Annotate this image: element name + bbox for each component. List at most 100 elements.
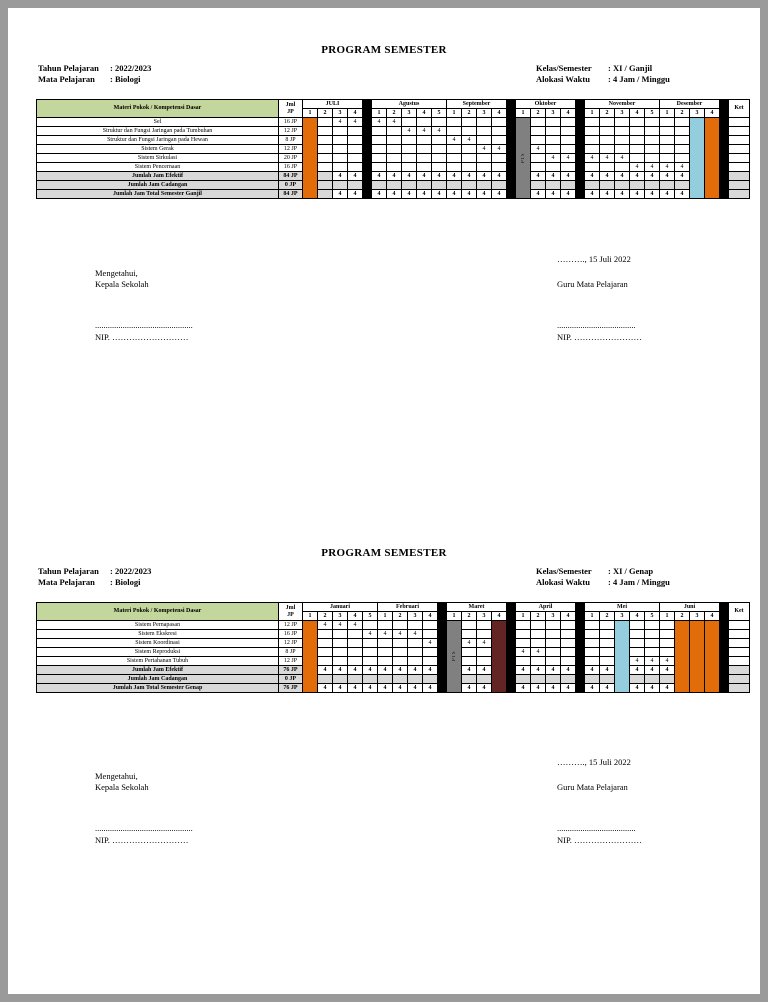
week-cell: 4 <box>347 665 363 675</box>
week-cell <box>545 620 561 630</box>
week-cell <box>629 674 645 684</box>
week-cell <box>530 620 546 630</box>
week-cell <box>422 647 438 657</box>
week-cell: 4 <box>347 171 363 181</box>
week-cell: 4 <box>545 171 561 181</box>
week-cell: 4 <box>416 189 432 199</box>
week-cell <box>422 629 438 639</box>
week-cell <box>332 162 348 172</box>
jml-jp-cell: 0 JP <box>278 180 303 190</box>
week-cell <box>599 656 615 666</box>
week-number-header: 2 <box>392 611 408 621</box>
week-cell: 4 <box>584 153 600 163</box>
topic-row: Struktur dan Fungsi Jaringan pada Tumbuh… <box>36 126 750 136</box>
week-cell: 4 <box>515 665 531 675</box>
week-cell <box>545 656 561 666</box>
week-cell: 4 <box>530 683 546 693</box>
separator-column <box>575 602 585 621</box>
jml-jp-cell: 76 JP <box>278 683 303 693</box>
info-label-mapel: Mata Pelajaran <box>38 577 95 587</box>
week-number-header: 4 <box>347 108 363 118</box>
semester-exam-week-column <box>689 117 705 199</box>
week-cell <box>584 135 600 145</box>
week-cell: 4 <box>530 665 546 675</box>
week-cell: 4 <box>377 629 393 639</box>
week-cell: 4 <box>431 189 447 199</box>
week-cell <box>629 638 645 648</box>
week-number-header: 1 <box>371 108 387 118</box>
kepala-sekolah-label: Kepala Sekolah <box>95 782 149 792</box>
holiday-week-column <box>674 620 690 693</box>
materi-cell: Jumlah Jam Total Semester Ganjil <box>36 189 279 199</box>
week-cell: 4 <box>560 683 576 693</box>
week-cell <box>476 647 492 657</box>
week-cell <box>644 638 660 648</box>
week-cell <box>386 135 402 145</box>
week-cell <box>392 656 408 666</box>
week-cell <box>560 647 576 657</box>
week-cell <box>515 638 531 648</box>
jml-jp-cell: 20 JP <box>278 153 303 163</box>
week-cell <box>317 189 333 199</box>
week-cell: 4 <box>476 665 492 675</box>
week-cell: 4 <box>644 162 660 172</box>
week-cell: 4 <box>407 665 423 675</box>
week-cell <box>407 656 423 666</box>
week-cell: 4 <box>659 683 675 693</box>
week-cell <box>530 674 546 684</box>
guru-mata-pelajaran-label: Guru Mata Pelajaran <box>557 279 628 289</box>
topic-row: Sistem Sirkulasi 20 JP 4 4 4 4 4 <box>36 153 750 163</box>
week-number-header: 1 <box>446 611 462 621</box>
week-cell <box>347 629 363 639</box>
jml-jp-header: Jml JP <box>278 99 303 118</box>
week-cell <box>515 674 531 684</box>
week-cell <box>674 126 690 136</box>
week-cell <box>317 126 333 136</box>
week-cell <box>317 629 333 639</box>
week-cell <box>674 153 690 163</box>
week-cell: 4 <box>392 683 408 693</box>
week-cell <box>476 162 492 172</box>
week-cell <box>491 126 507 136</box>
week-number-header: 2 <box>674 611 690 621</box>
section-semester-genap: PROGRAM SEMESTER Tahun Pelajaran: 2022/2… <box>8 547 760 857</box>
week-cell <box>407 674 423 684</box>
week-cell: 4 <box>644 683 660 693</box>
week-cell <box>332 144 348 154</box>
week-number-header: 4 <box>491 611 507 621</box>
week-cell: 4 <box>401 126 417 136</box>
week-cell <box>644 620 660 630</box>
week-cell: 4 <box>347 189 363 199</box>
week-number-header: 3 <box>401 108 417 118</box>
week-cell <box>431 135 447 145</box>
topic-row: Sistem Pencernaan 16 JP 4 4 4 4 <box>36 162 750 172</box>
week-cell: 4 <box>584 189 600 199</box>
week-cell: 4 <box>644 665 660 675</box>
week-cell: 4 <box>659 171 675 181</box>
week-cell <box>560 620 576 630</box>
week-cell: 4 <box>461 638 477 648</box>
week-cell: 4 <box>476 638 492 648</box>
ket-cell <box>728 126 750 136</box>
topic-row: Sistem Gerak 12 JP 4 4 4 <box>36 144 750 154</box>
week-cell: 4 <box>332 620 348 630</box>
week-cell: 4 <box>332 683 348 693</box>
holiday-week-column <box>302 620 318 693</box>
week-cell: 4 <box>674 171 690 181</box>
topic-row: Sistem Pernapasan 12 JP 4 4 4 PTS <box>36 620 750 693</box>
separator-column <box>719 99 729 118</box>
week-cell: 4 <box>515 683 531 693</box>
week-cell <box>491 135 507 145</box>
week-cell <box>491 180 507 190</box>
week-cell: 4 <box>560 665 576 675</box>
week-cell: 4 <box>377 665 393 675</box>
holiday-week-column <box>704 117 720 199</box>
week-number-header: 5 <box>644 611 660 621</box>
month-header: Juni <box>659 602 720 612</box>
week-cell <box>659 117 675 127</box>
separator-column <box>437 602 447 621</box>
week-cell: 4 <box>629 683 645 693</box>
week-cell: 4 <box>674 189 690 199</box>
month-header: November <box>584 99 660 109</box>
